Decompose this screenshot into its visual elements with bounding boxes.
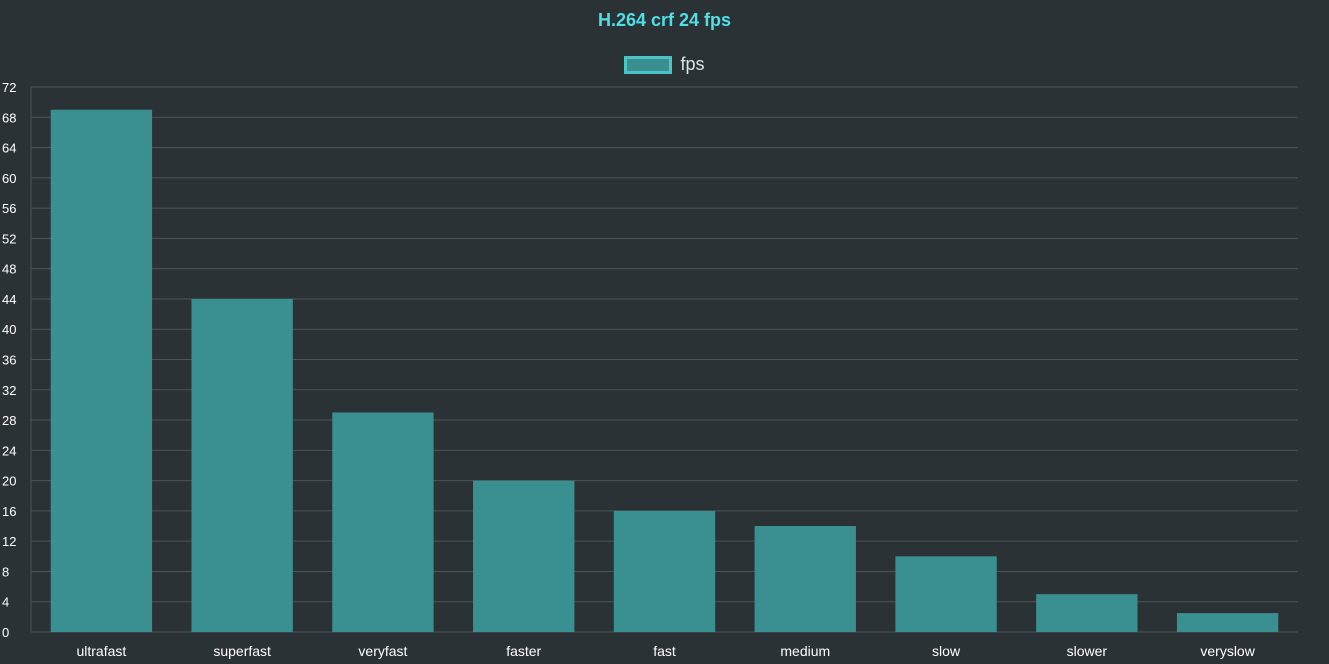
y-tick-label: 28 (2, 413, 16, 428)
x-tick-label: faster (506, 643, 541, 659)
x-tick-label: slower (1067, 643, 1108, 659)
y-tick-label: 72 (2, 80, 16, 95)
legend[interactable]: fps (0, 54, 1329, 75)
chart-title: H.264 crf 24 fps (597, 10, 732, 30)
x-tick-label: ultrafast (76, 643, 126, 659)
y-tick-label: 48 (2, 262, 16, 277)
y-tick-label: 60 (2, 171, 16, 186)
y-tick-label: 32 (2, 383, 16, 398)
y-tick-label: 40 (2, 322, 16, 337)
y-tick-label: 20 (2, 474, 16, 489)
x-tick-label: fast (653, 643, 676, 659)
legend-label: fps (680, 54, 705, 74)
legend-swatch (624, 55, 673, 74)
y-tick-label: 24 (2, 443, 16, 458)
bar-slow[interactable] (895, 556, 997, 632)
bar-veryslow[interactable] (1176, 613, 1279, 632)
bar-medium[interactable] (754, 526, 856, 632)
y-tick-label: 0 (2, 625, 9, 640)
y-tick-label: 12 (2, 534, 16, 549)
x-tick-label: medium (780, 643, 830, 659)
y-tick-label: 36 (2, 353, 16, 368)
y-tick-label: 56 (2, 201, 16, 216)
x-tick-label: superfast (213, 643, 271, 659)
bar-faster[interactable] (473, 480, 575, 632)
y-tick-label: 8 (2, 564, 9, 579)
bar-slower[interactable] (1036, 594, 1138, 632)
bar-fast[interactable] (613, 510, 716, 632)
x-tick-label: slow (932, 643, 961, 659)
y-tick-label: 44 (2, 292, 16, 307)
y-tick-label: 68 (2, 110, 16, 125)
y-tick-label: 64 (2, 141, 16, 156)
y-tick-label: 52 (2, 231, 16, 246)
bar-ultrafast[interactable] (50, 109, 153, 633)
y-tick-label: 16 (2, 504, 16, 519)
x-tick-label: veryslow (1200, 643, 1255, 659)
x-tick-label: veryfast (358, 643, 407, 659)
bar-superfast[interactable] (191, 298, 293, 632)
bar-veryfast[interactable] (332, 412, 434, 632)
y-tick-label: 4 (2, 595, 9, 610)
